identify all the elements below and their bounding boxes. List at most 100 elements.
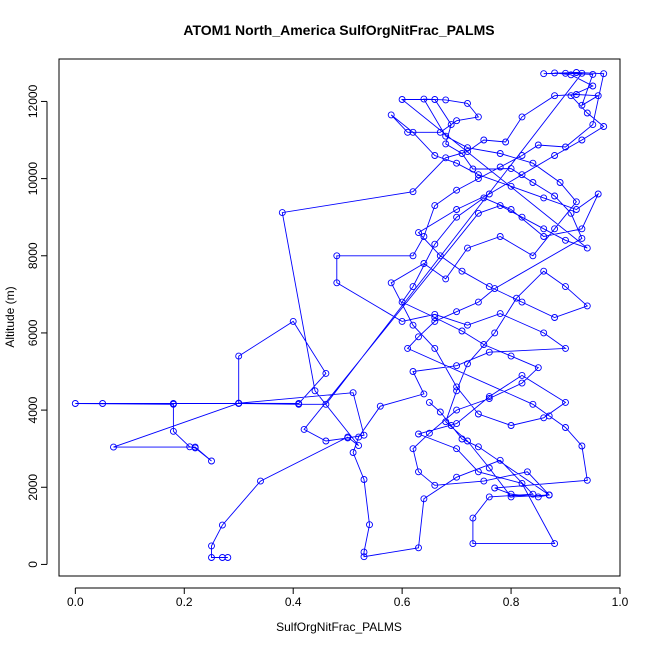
data-point (311, 387, 319, 395)
data-point (578, 136, 586, 144)
data-point (551, 92, 559, 100)
data-point (507, 493, 515, 501)
data-point (578, 101, 586, 109)
data-point (425, 429, 433, 437)
data-point (529, 252, 537, 260)
data-point (442, 154, 450, 162)
data-point (474, 175, 482, 183)
data-point (431, 317, 439, 325)
x-tick-label: 1.0 (612, 595, 629, 609)
x-axis: 0.0 0.2 0.4 0.6 0.8 1.0 (67, 587, 629, 609)
data-point (257, 477, 264, 485)
y-tick-label: 6000 (26, 319, 40, 346)
data-point (431, 96, 439, 103)
x-tick-label: 0.0 (67, 595, 84, 609)
data-point (583, 302, 591, 310)
data-point (540, 225, 548, 233)
data-point (480, 136, 488, 144)
data-point (322, 437, 330, 445)
data-point (572, 198, 580, 206)
data-point (534, 141, 542, 149)
data-point (502, 138, 510, 146)
data-point (518, 298, 526, 306)
data-point (425, 398, 433, 406)
data-point (534, 493, 542, 501)
data-point (529, 159, 537, 167)
data-point (572, 206, 580, 213)
data-point (518, 379, 526, 387)
data-point (409, 321, 417, 329)
data-point (540, 329, 548, 337)
data-point (474, 443, 482, 451)
data-point (360, 431, 368, 439)
data-point (551, 225, 559, 233)
data-point (415, 544, 422, 552)
data-point (349, 389, 357, 397)
data-point (485, 348, 493, 356)
data-point (529, 179, 537, 186)
data-point (540, 70, 548, 78)
data-point (333, 279, 341, 287)
data-point (540, 233, 548, 240)
data-point (453, 387, 461, 395)
data-point (469, 165, 477, 173)
data-point (578, 442, 586, 450)
data-point (458, 435, 466, 443)
data-point (464, 321, 471, 329)
data-point (453, 383, 461, 391)
data-point (480, 341, 488, 348)
data-point (453, 406, 461, 414)
data-point (594, 92, 602, 100)
data-point (447, 422, 455, 429)
data-point (551, 314, 559, 321)
data-point (485, 393, 493, 401)
data-point (458, 150, 466, 157)
data-point (518, 171, 526, 179)
data-point (387, 279, 395, 287)
data-point (415, 430, 422, 438)
data-point (224, 554, 232, 561)
data-point (523, 468, 531, 476)
data-point (545, 491, 553, 499)
data-point (518, 152, 526, 159)
data-point (409, 368, 417, 375)
data-point (491, 329, 499, 337)
y-tick-label: 12000 (26, 84, 40, 118)
data-point (295, 400, 303, 407)
data-point (398, 96, 406, 103)
data-point (360, 548, 368, 556)
data-point (480, 477, 488, 485)
data-point (551, 69, 559, 77)
data-point (409, 128, 417, 136)
data-point (344, 434, 352, 442)
y-axis: 0 2000 4000 6000 8000 10000 12000 (26, 84, 48, 568)
data-point (208, 554, 215, 561)
data-point (485, 395, 493, 402)
y-tick-label: 10000 (26, 162, 40, 196)
data-point (518, 213, 526, 221)
data-point (431, 152, 439, 159)
data-point (496, 233, 504, 240)
data-point (404, 128, 412, 136)
data-point (507, 352, 515, 360)
data-point (436, 252, 444, 260)
x-axis-label: SulfOrgNitFrac_PALMS (276, 620, 402, 634)
y-axis-label: Altitude (m) (3, 286, 17, 347)
plot-frame (58, 58, 621, 577)
data-point (398, 317, 406, 325)
data-point (409, 252, 417, 260)
data-point (366, 521, 373, 529)
y-tick-label: 4000 (26, 396, 40, 423)
data-point (534, 364, 542, 372)
data-point (518, 371, 526, 379)
data-point (464, 99, 471, 107)
data-point (491, 285, 499, 293)
data-point (436, 408, 444, 416)
data-point (578, 234, 586, 242)
data-point (235, 352, 243, 360)
data-point (322, 400, 330, 408)
data-point (420, 495, 428, 503)
data-point (355, 442, 363, 450)
data-point (420, 390, 428, 398)
data-point (464, 360, 471, 368)
